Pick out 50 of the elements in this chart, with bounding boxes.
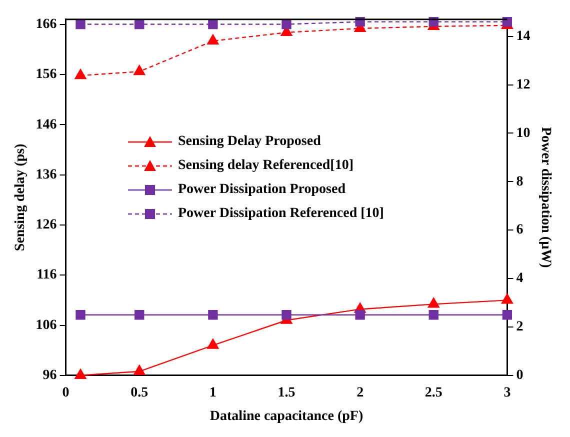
y-tick-label: 156	[36, 67, 57, 82]
point	[134, 64, 146, 76]
x-axis-title: Dataline capacitance (pF)	[210, 409, 364, 424]
point	[502, 16, 512, 27]
y2-tick-label: 6	[516, 222, 524, 238]
x-tick-label: 2	[356, 385, 364, 400]
point	[74, 368, 86, 379]
y2-tick-label: 2	[516, 320, 524, 335]
y2-tick-label: 10	[516, 126, 530, 141]
x-tick-label: 1	[209, 385, 216, 400]
point	[76, 19, 86, 30]
point	[282, 19, 292, 30]
point	[502, 310, 512, 320]
y-tick-label: 146	[36, 117, 57, 132]
x-tick-label: 0	[62, 385, 70, 400]
y-tick-label: 136	[36, 167, 57, 182]
legend-label: Sensing Delay Proposed	[178, 133, 321, 151]
y2-axis-title: Power dissipation (µW)	[538, 126, 553, 268]
point	[501, 294, 513, 304]
y2-tick-label: 4	[516, 271, 524, 286]
x-tick-label: 0.5	[130, 385, 148, 400]
point	[134, 310, 144, 320]
y-tick-label: 106	[36, 318, 57, 333]
point	[207, 338, 219, 349]
y2-tick-label: 12	[516, 77, 530, 92]
x-tick-label: 3	[504, 385, 511, 400]
point	[282, 310, 292, 320]
point	[428, 298, 440, 308]
point	[134, 364, 146, 375]
y-tick-label: 126	[36, 218, 57, 233]
x-tick-label: 1.5	[278, 385, 296, 400]
point	[428, 310, 438, 320]
point	[76, 310, 86, 320]
legend-label: Power Dissipation Proposed	[178, 181, 346, 199]
y-tick-label: 166	[36, 17, 57, 32]
x-tick-label: 2.5	[424, 385, 442, 400]
y2-tick-label: 0	[516, 368, 524, 384]
y-tick-label: 96	[42, 368, 57, 384]
point	[355, 310, 365, 320]
legend-label: Power Dissipation Referenced [10]	[178, 205, 384, 223]
point	[134, 19, 144, 30]
point	[74, 68, 86, 80]
y2-tick-label: 14	[516, 28, 530, 44]
point	[208, 310, 218, 320]
point	[207, 34, 219, 45]
y-tick-label: 116	[36, 268, 57, 283]
y-axis-title: Sensing delay (ps)	[13, 143, 28, 252]
legend-label: Sensing delay Referenced[10]	[178, 157, 354, 175]
y2-tick-label: 8	[516, 174, 524, 190]
point	[208, 19, 218, 30]
